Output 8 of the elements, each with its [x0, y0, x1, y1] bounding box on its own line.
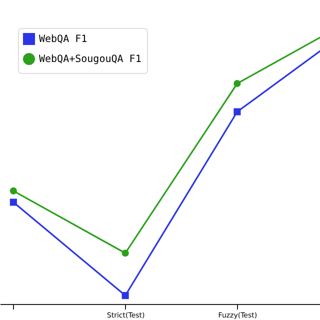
- legend-label: WebQA+SougouQA F1: [39, 54, 142, 65]
- point: [234, 80, 241, 88]
- point: [10, 198, 17, 206]
- point: [122, 292, 129, 300]
- point: [122, 250, 129, 257]
- point: [234, 108, 241, 116]
- legend-label: WebQA F1: [39, 34, 88, 45]
- point: [10, 187, 17, 194]
